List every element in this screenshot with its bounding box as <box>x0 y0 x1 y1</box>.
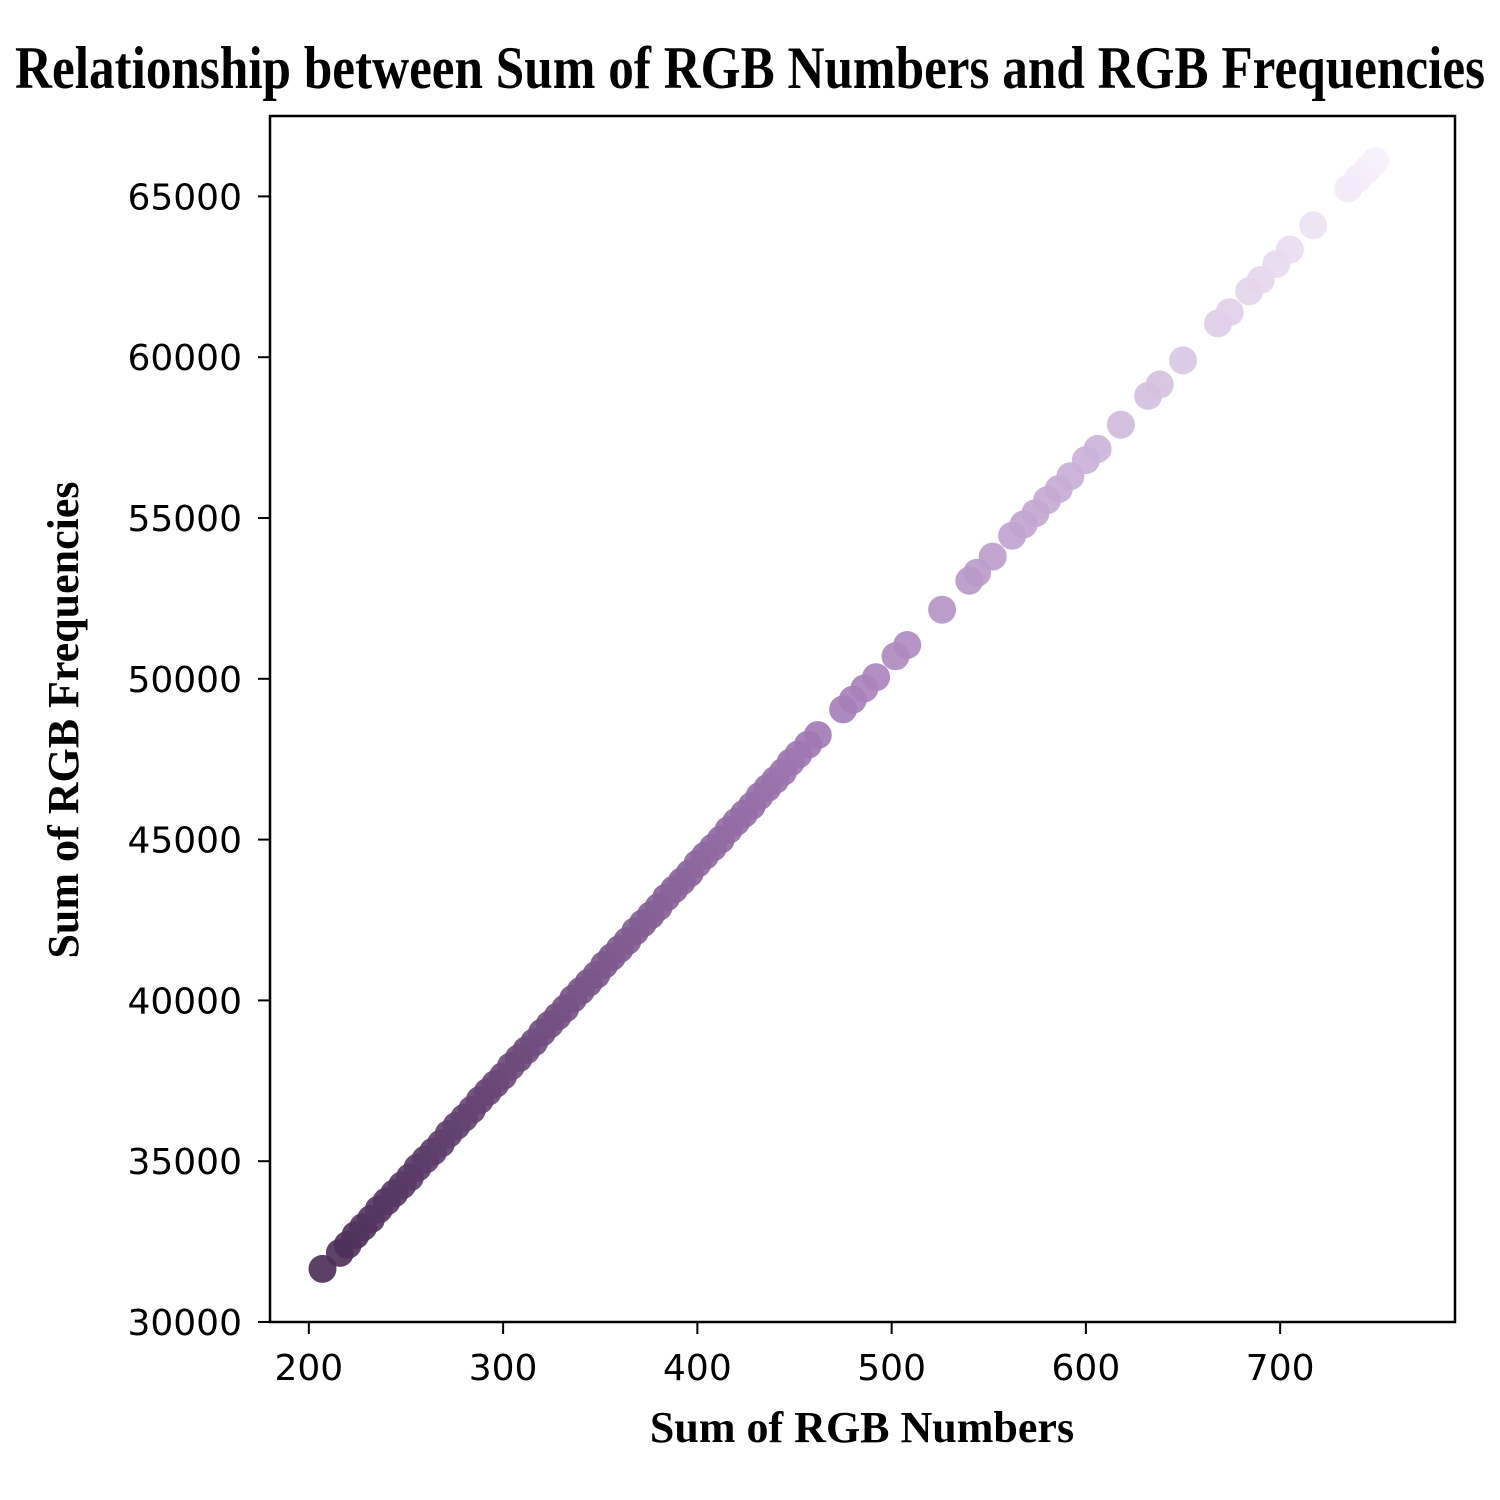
x-axis-label: Sum of RGB Numbers <box>650 1403 1074 1452</box>
y-tick-label-0: 30000 <box>127 1303 242 1344</box>
x-axis-ticks: 200 300 400 500 600 700 <box>274 1322 1315 1389</box>
plot-area-frame <box>268 114 1457 1324</box>
data-point-91 <box>1299 211 1328 240</box>
y-tick-label-2: 40000 <box>127 981 242 1022</box>
data-point-86 <box>1215 298 1244 327</box>
y-tick-label-7: 65000 <box>127 177 242 218</box>
data-point-90 <box>1275 235 1304 264</box>
y-tick-label-6: 60000 <box>127 338 242 379</box>
data-point-62 <box>803 721 832 750</box>
points-layer <box>308 147 1390 1283</box>
x-tick-label-0: 200 <box>274 1348 343 1389</box>
y-tick-label-3: 45000 <box>127 821 242 862</box>
data-point-80 <box>1083 434 1112 463</box>
x-tick-label-2: 400 <box>663 1348 732 1389</box>
data-point-68 <box>893 631 922 659</box>
data-point-81 <box>1106 410 1135 439</box>
y-axis-label: Sum of RGB Frequencies <box>39 481 88 958</box>
data-point-72 <box>978 542 1007 571</box>
y-tick-label-1: 35000 <box>127 1142 242 1183</box>
data-point-84 <box>1169 346 1197 375</box>
data-point-83 <box>1145 370 1174 399</box>
y-tick-label-5: 55000 <box>127 499 242 540</box>
x-tick-label-1: 300 <box>469 1348 538 1389</box>
data-point-69 <box>928 595 957 624</box>
y-axis-ticks: 30000 35000 40000 45000 50000 55000 60000 65000 <box>127 177 270 1344</box>
data-point-66 <box>862 663 891 692</box>
x-tick-label-5: 700 <box>1246 1348 1315 1389</box>
data-point-95 <box>1361 147 1390 175</box>
chart-title: Relationship between Sum of RGB Numbers … <box>15 35 1485 101</box>
y-tick-label-4: 50000 <box>127 660 242 701</box>
x-tick-label-4: 600 <box>1052 1348 1121 1389</box>
x-tick-label-3: 500 <box>857 1348 926 1389</box>
